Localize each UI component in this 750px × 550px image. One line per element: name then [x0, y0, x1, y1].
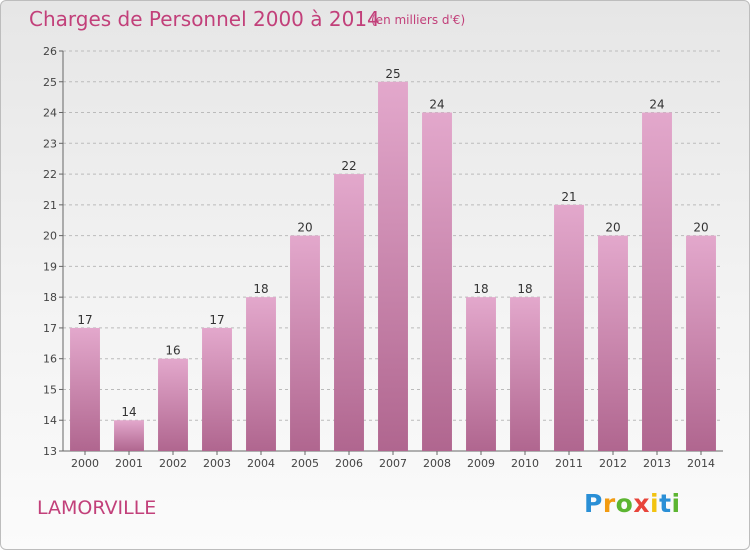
- x-tick-label: 2002: [159, 457, 187, 470]
- bar: [422, 112, 452, 452]
- data-label: 25: [385, 67, 400, 81]
- data-label: 17: [77, 313, 92, 327]
- x-tick-label: 2013: [643, 457, 671, 470]
- y-tick-label: 14: [43, 414, 57, 427]
- data-label: 21: [561, 190, 576, 204]
- bar: [114, 420, 144, 451]
- y-tick-label: 21: [43, 199, 57, 212]
- bar: [70, 327, 100, 451]
- x-tick-label: 2008: [423, 457, 451, 470]
- y-tick-label: 17: [43, 322, 57, 335]
- data-label: 18: [253, 282, 268, 296]
- x-tick-label: 2003: [203, 457, 231, 470]
- logo-letter: t: [659, 489, 672, 518]
- logo-letter: P: [584, 489, 603, 518]
- x-tick-label: 2004: [247, 457, 275, 470]
- x-tick-label: 2007: [379, 457, 407, 470]
- y-tick-label: 16: [43, 353, 57, 366]
- logo-letter: i: [671, 489, 681, 518]
- chart-subtitle: (en milliers d'€): [371, 13, 466, 27]
- data-label: 20: [297, 221, 312, 235]
- bar: [642, 112, 672, 452]
- y-tick-label: 13: [43, 445, 57, 458]
- x-tick-label: 2012: [599, 457, 627, 470]
- logo-letter: r: [602, 489, 616, 518]
- y-tick-label: 18: [43, 291, 57, 304]
- y-tick-label: 20: [43, 230, 57, 243]
- y-tick-label: 15: [43, 383, 57, 396]
- data-label: 24: [429, 98, 444, 112]
- data-label: 20: [605, 221, 620, 235]
- data-label: 22: [341, 159, 356, 173]
- x-tick-label: 2000: [71, 457, 99, 470]
- y-tick-label: 24: [43, 107, 57, 120]
- y-tick-label: 26: [43, 45, 57, 58]
- proxiti-logo: Proxiti: [584, 489, 681, 518]
- x-tick-label: 2011: [555, 457, 583, 470]
- data-label: 14: [121, 405, 136, 419]
- y-tick-label: 22: [43, 168, 57, 181]
- y-tick-label: 25: [43, 76, 57, 89]
- data-label: 16: [165, 344, 180, 358]
- y-tick-label: 23: [43, 137, 57, 150]
- chart-title: Charges de Personnel 2000 à 2014: [29, 7, 380, 31]
- y-tick-label: 19: [43, 260, 57, 273]
- logo-letter: x: [633, 489, 650, 518]
- data-label: 18: [517, 282, 532, 296]
- x-tick-label: 2006: [335, 457, 363, 470]
- x-tick-label: 2009: [467, 457, 495, 470]
- x-tick-label: 2005: [291, 457, 319, 470]
- bar: [246, 297, 276, 451]
- logo-letter: o: [615, 489, 634, 518]
- data-label: 18: [473, 282, 488, 296]
- bar: [378, 81, 408, 452]
- commune-name: LAMORVILLE: [37, 497, 157, 519]
- bar: [202, 327, 232, 451]
- data-label: 24: [649, 98, 664, 112]
- logo-letter: i: [650, 489, 660, 518]
- x-tick-label: 2014: [687, 457, 715, 470]
- bar: [554, 204, 584, 451]
- bar: [686, 235, 716, 451]
- bar: [466, 297, 496, 451]
- bar: [598, 235, 628, 451]
- data-label: 20: [693, 221, 708, 235]
- bar: [290, 235, 320, 451]
- bar: [158, 358, 188, 451]
- data-label: 17: [209, 313, 224, 327]
- x-tick-label: 2001: [115, 457, 143, 470]
- bar: [510, 297, 540, 451]
- bar: [334, 174, 364, 452]
- x-tick-label: 2010: [511, 457, 539, 470]
